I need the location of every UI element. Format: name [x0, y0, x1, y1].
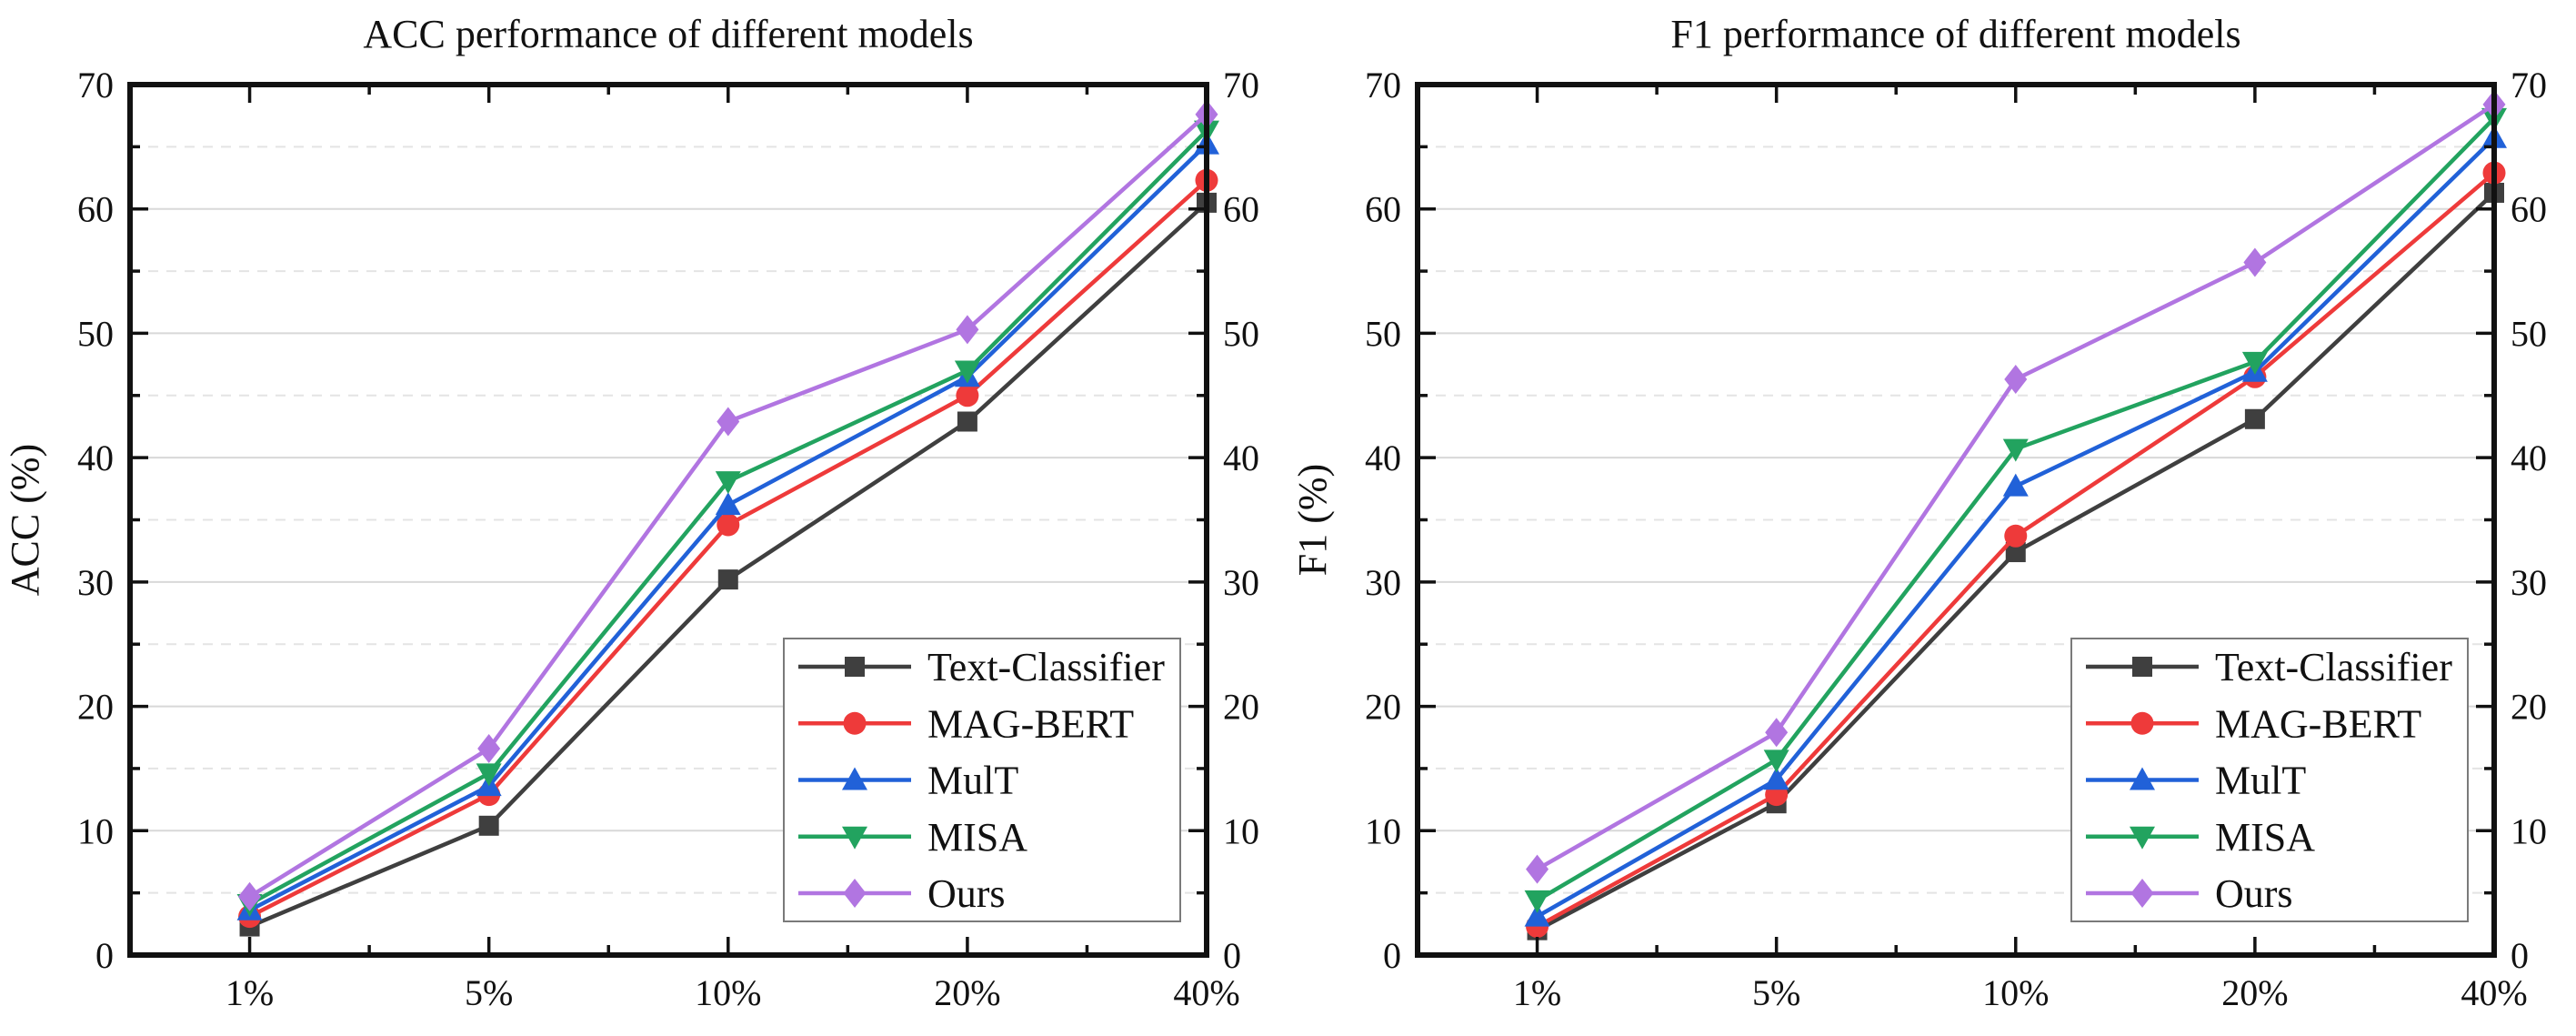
y-tick-label-left: 60: [77, 189, 114, 230]
y-tick-label-right: 40: [2511, 438, 2547, 478]
legend-label: Ours: [2215, 871, 2293, 916]
y-tick-label-right: 60: [1223, 189, 1259, 230]
y-tick-label-left: 30: [77, 562, 114, 603]
y-tick-label-left: 20: [77, 687, 114, 728]
x-tick-label: 40%: [2461, 972, 2527, 1013]
y-tick-label-right: 20: [1223, 687, 1259, 728]
legend-label: Ours: [927, 871, 1006, 916]
x-tick-label: 1%: [1513, 972, 1561, 1013]
legend-label: MulT: [927, 759, 1018, 803]
y-tick-label-right: 50: [1223, 313, 1259, 354]
chart-title: ACC performance of different models: [363, 12, 973, 56]
y-tick-label-left: 30: [1365, 562, 1401, 603]
acc-line-chart: 0 0 10 10 20 20 30 30 40 40 50 50 60 60 70 70 1% 5% 10% 20%…: [3, 12, 1259, 1013]
legend-label: MISA: [927, 815, 1027, 860]
legend-label: MAG-BERT: [2215, 701, 2421, 746]
x-tick-label: 5%: [465, 972, 513, 1013]
y-tick-label-left: 50: [1365, 313, 1401, 354]
legend-label: MISA: [2215, 815, 2315, 860]
y-axis-label: F1 (%): [1290, 464, 1335, 576]
y-tick-label-right: 0: [1223, 935, 1241, 976]
tick-labels: 0 0 10 10 20 20 30 30 40 40 50 50 60 60 70 70 1% 5% 10% 20%…: [1365, 65, 2547, 1013]
y-tick-label-left: 10: [1365, 810, 1401, 851]
y-tick-label-right: 10: [1223, 810, 1259, 851]
y-tick-label-left: 50: [77, 313, 114, 354]
y-tick-label-left: 10: [77, 810, 114, 851]
y-tick-label-left: 20: [1365, 687, 1401, 728]
y-tick-label-right: 10: [2511, 810, 2547, 851]
legend: Text-Classifier MAG-BERT MulT MISA Ours: [2070, 638, 2469, 922]
y-tick-label-right: 50: [2511, 313, 2547, 354]
y-tick-label-left: 70: [1365, 65, 1401, 106]
f1-chart-panel: 0 0 10 10 20 20 30 30 40 40 50 50 60 60 70 70 1% 5% 10% 20%…: [1288, 0, 2576, 1036]
tick-labels: 0 0 10 10 20 20 30 30 40 40 50 50 60 60 70 70 1% 5% 10% 20%…: [77, 65, 1259, 1013]
series-MAG-BERT: [238, 168, 1218, 929]
y-tick-label-right: 60: [2511, 189, 2547, 230]
x-tick-label: 20%: [934, 972, 1000, 1013]
series-Ours: [1526, 89, 2506, 884]
legend-label: Text-Classifier: [2215, 645, 2452, 689]
acc-chart-panel: 0 0 10 10 20 20 30 30 40 40 50 50 60 60 70 70 1% 5% 10% 20%…: [3, 12, 1259, 1013]
y-tick-label-left: 60: [1365, 189, 1401, 230]
legend-label: Text-Classifier: [927, 645, 1165, 689]
y-tick-label-right: 30: [1223, 562, 1259, 603]
y-tick-label-left: 0: [95, 935, 114, 976]
x-tick-label: 1%: [226, 972, 274, 1013]
y-tick-label-right: 40: [1223, 438, 1259, 478]
x-tick-label: 10%: [695, 972, 761, 1013]
axes-frame: [127, 82, 1209, 958]
x-tick-label: 40%: [1173, 972, 1239, 1013]
f1-line-chart: 0 0 10 10 20 20 30 30 40 40 50 50 60 60 70 70 1% 5% 10% 20%…: [1290, 12, 2547, 1013]
axes-frame: [1415, 82, 2497, 958]
chart-title: F1 performance of different models: [1670, 12, 2240, 56]
x-tick-label: 10%: [1982, 972, 2049, 1013]
y-tick-label-right: 30: [2511, 562, 2547, 603]
y-tick-label-right: 0: [2511, 935, 2529, 976]
x-tick-label: 5%: [1752, 972, 1800, 1013]
series-MulT: [1524, 125, 2507, 927]
y-tick-label-left: 40: [1365, 438, 1401, 478]
y-tick-label-left: 70: [77, 65, 114, 106]
y-tick-label-left: 0: [1383, 935, 1401, 976]
y-axis-label: ACC (%): [3, 444, 47, 596]
y-tick-label-right: 70: [1223, 65, 1259, 106]
legend: Text-Classifier MAG-BERT MulT MISA Ours: [783, 638, 1181, 922]
x-tick-label: 20%: [2221, 972, 2288, 1013]
y-tick-label-right: 70: [2511, 65, 2547, 106]
y-tick-label-right: 20: [2511, 687, 2547, 728]
legend-label: MAG-BERT: [927, 701, 1134, 746]
y-tick-label-left: 40: [77, 438, 114, 478]
legend-label: MulT: [2215, 759, 2306, 803]
